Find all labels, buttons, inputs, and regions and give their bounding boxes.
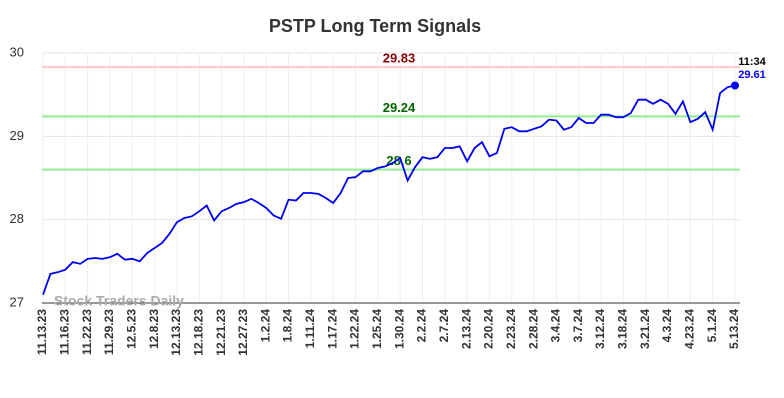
x-tick-label: 2.7.24: [437, 309, 451, 343]
x-tick-label: 11.29.23: [102, 309, 116, 355]
x-tick-label: 12.5.23: [124, 309, 138, 349]
x-tick-label: 2.28.24: [526, 309, 540, 349]
last-time: 11:34: [738, 56, 766, 68]
x-tick-label: 3.21.24: [638, 309, 652, 349]
x-tick-label: 1.30.24: [392, 309, 406, 349]
x-tick-label: 2.13.24: [459, 309, 473, 349]
x-tick-label: 1.17.24: [325, 309, 339, 349]
x-tick-label: 1.25.24: [370, 309, 384, 349]
signal-label: 29.83: [383, 51, 416, 66]
watermark: Stock Traders Daily: [54, 293, 184, 309]
x-tick-label: 4.23.24: [683, 309, 697, 349]
x-tick-label: 1.22.24: [348, 309, 362, 349]
x-tick-label: 5.1.24: [705, 309, 719, 343]
x-tick-label: 11.16.23: [57, 309, 71, 355]
last-value: 29.61: [738, 69, 766, 81]
x-tick-label: 3.4.24: [549, 309, 563, 343]
x-tick-label: 11.13.23: [35, 309, 49, 355]
x-tick-label: 4.3.24: [660, 309, 674, 343]
y-tick-label: 28: [10, 211, 24, 226]
y-tick-label: 30: [10, 44, 24, 59]
price-line: [42, 84, 736, 295]
x-tick-label: 1.8.24: [281, 309, 295, 343]
x-tick-label: 11.22.23: [80, 309, 94, 355]
x-tick-label: 3.18.24: [616, 309, 630, 349]
signal-label: 28.6: [386, 153, 411, 168]
x-tick-label: 2.20.24: [482, 309, 496, 349]
chart-title: PSTP Long Term Signals: [269, 16, 481, 36]
x-tick-label: 12.13.23: [169, 309, 183, 356]
last-point: [731, 81, 739, 90]
y-tick-label: 29: [10, 128, 24, 143]
y-tick-label: 27: [10, 294, 24, 309]
x-tick-label: 12.18.23: [191, 309, 205, 356]
x-tick-label: 2.2.24: [415, 309, 429, 343]
x-tick-label: 3.7.24: [571, 309, 585, 343]
signal-label: 29.24: [383, 100, 416, 115]
x-tick-label: 12.27.23: [236, 309, 250, 356]
x-tick-label: 5.13.24: [727, 309, 741, 349]
x-tick-label: 12.21.23: [214, 309, 228, 356]
x-tick-label: 1.2.24: [258, 309, 272, 343]
x-tick-label: 2.23.24: [504, 309, 518, 349]
x-tick-label: 12.8.23: [147, 309, 161, 349]
x-tick-label: 1.11.24: [303, 309, 317, 349]
x-tick-label: 3.12.24: [593, 309, 607, 349]
